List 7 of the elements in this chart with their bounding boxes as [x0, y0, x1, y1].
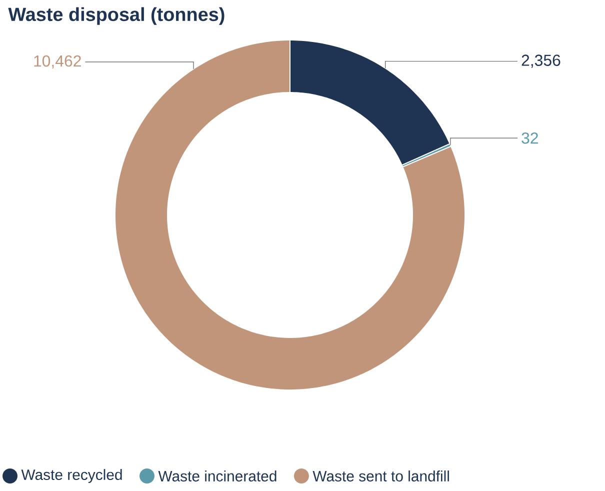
data-label: 10,462 [34, 55, 81, 69]
legend-label: Waste recycled [21, 469, 122, 483]
chart-title: Waste disposal (tonnes) [8, 7, 224, 25]
data-label: 2,356 [522, 54, 560, 68]
data-label: 32 [522, 132, 538, 144]
legend-label: Waste sent to landfill [312, 470, 449, 482]
legend-label: Waste incinerated [158, 470, 276, 482]
